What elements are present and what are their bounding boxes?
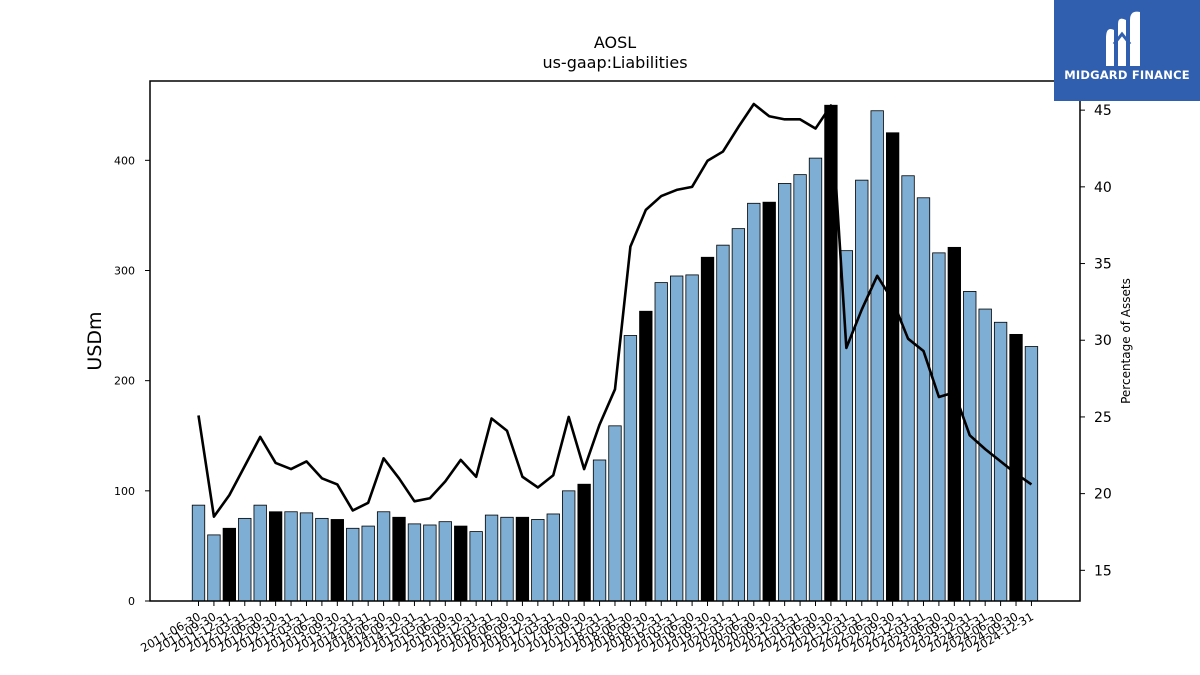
y2-tick-label: 15 bbox=[1094, 563, 1112, 579]
bar-2022-03-31 bbox=[855, 179, 869, 602]
bar-2017-06-30 bbox=[562, 490, 576, 602]
bar-2020-06-30 bbox=[747, 202, 761, 602]
bar-2021-03-31 bbox=[793, 174, 807, 602]
bar-2018-06-30 bbox=[623, 335, 638, 602]
percentage-line-group bbox=[197, 102, 1033, 518]
y2-tick-label: 45 bbox=[1094, 103, 1112, 119]
bar-2014-06-30 bbox=[376, 511, 391, 602]
bar-2023-03-31 bbox=[916, 197, 931, 602]
bar-2013-09-30 bbox=[330, 519, 344, 602]
bar-2019-03-31 bbox=[670, 275, 684, 602]
chart-subtitle: us-gaap:Liabilities bbox=[542, 53, 687, 72]
bar-2014-12-31 bbox=[407, 523, 422, 602]
y-axis-ticks: 0 100 200 300 400 bbox=[114, 154, 150, 608]
bar-2022-09-30 bbox=[885, 132, 900, 602]
bar-2022-12-31 bbox=[901, 175, 915, 602]
bar-2012-09-30 bbox=[268, 511, 283, 602]
bar-2016-03-31 bbox=[484, 514, 499, 602]
bar-2011-06-30 bbox=[191, 504, 206, 602]
bar-2023-06-30 bbox=[932, 252, 946, 602]
bar-2015-12-31 bbox=[469, 531, 483, 602]
brand-logo: MIDGARD FINANCE bbox=[1054, 0, 1200, 101]
chart-title-group: AOSL us-gaap:Liabilities bbox=[542, 33, 687, 72]
y2-axis-label: Percentage of Assets bbox=[1119, 278, 1133, 404]
bar-2019-09-30 bbox=[700, 256, 715, 602]
bar-2018-09-30 bbox=[639, 310, 653, 602]
y2-tick-label: 35 bbox=[1094, 257, 1112, 273]
bar-2017-12-31 bbox=[592, 459, 607, 602]
bar-2017-09-30 bbox=[577, 483, 591, 602]
y-tick-label: 300 bbox=[114, 264, 135, 277]
bar-2014-03-31 bbox=[361, 525, 375, 602]
bar-2015-09-30 bbox=[454, 525, 468, 602]
bars-group bbox=[191, 104, 1039, 602]
bar-2020-03-31 bbox=[731, 228, 746, 602]
bar-2012-03-31 bbox=[238, 517, 252, 602]
bar-2020-12-31 bbox=[778, 183, 792, 602]
percentage-of-assets-line bbox=[197, 102, 1033, 518]
bar-2014-09-30 bbox=[392, 516, 406, 602]
bar-2018-03-31 bbox=[608, 425, 622, 602]
y-tick-label: 100 bbox=[114, 485, 135, 498]
bar-2011-12-31 bbox=[222, 527, 237, 602]
bar-2017-03-31 bbox=[546, 513, 560, 602]
y2-tick-label: 30 bbox=[1094, 333, 1112, 349]
bar-2016-06-30 bbox=[500, 516, 514, 602]
bar-2013-03-31 bbox=[299, 512, 314, 602]
bar-2023-09-30 bbox=[947, 246, 961, 602]
bar-2016-12-31 bbox=[531, 519, 545, 602]
chart-title: AOSL bbox=[594, 33, 636, 52]
bar-2019-06-30 bbox=[685, 274, 699, 602]
bar-2012-06-30 bbox=[253, 504, 267, 602]
bar-2024-12-31 bbox=[1024, 346, 1039, 602]
x-axis-ticks: 2011-06-302011-09-302011-12-312012-03-31… bbox=[138, 601, 1036, 655]
bar-2011-09-30 bbox=[207, 534, 221, 602]
bar-2022-06-30 bbox=[870, 110, 884, 602]
y-axis-label: USDm bbox=[84, 311, 106, 370]
bar-2021-12-31 bbox=[839, 250, 853, 602]
y2-axis-ticks: 15 20 25 30 35 40 45 bbox=[1080, 103, 1112, 579]
plot-frame bbox=[149, 80, 1081, 602]
y2-tick-label: 40 bbox=[1094, 180, 1112, 196]
bar-2024-09-30 bbox=[1009, 333, 1023, 602]
y2-tick-label: 25 bbox=[1094, 410, 1112, 426]
bar-2019-12-31 bbox=[716, 244, 730, 602]
bar-2024-03-31 bbox=[978, 308, 992, 602]
bar-2016-09-30 bbox=[515, 516, 530, 602]
y2-tick-label: 20 bbox=[1094, 487, 1112, 503]
y-tick-label: 400 bbox=[114, 154, 135, 167]
bar-2015-03-31 bbox=[423, 524, 437, 602]
bar-2018-12-31 bbox=[654, 282, 668, 602]
midgard-logo-icon bbox=[1106, 11, 1140, 67]
y-tick-label: 0 bbox=[128, 595, 135, 608]
bar-2013-12-31 bbox=[346, 527, 360, 602]
y-tick-label: 200 bbox=[114, 375, 135, 388]
bar-2023-12-31 bbox=[963, 291, 977, 602]
bar-2020-09-30 bbox=[762, 201, 776, 602]
bar-2013-06-30 bbox=[315, 517, 329, 602]
bar-2021-06-30 bbox=[808, 157, 823, 602]
bar-2012-12-31 bbox=[284, 511, 298, 602]
bar-2015-06-30 bbox=[438, 521, 452, 602]
brand-logo-text: MIDGARD FINANCE bbox=[1064, 68, 1190, 82]
